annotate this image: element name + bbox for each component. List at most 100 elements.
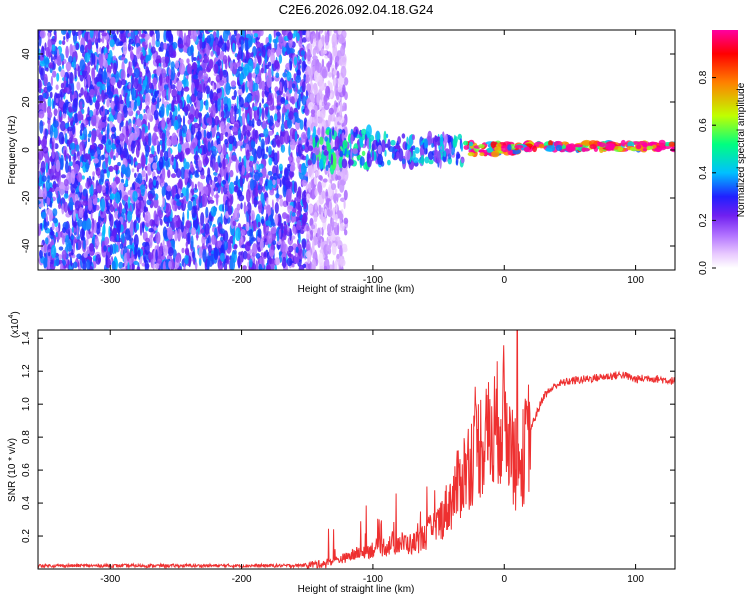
spectrogram-cell	[96, 81, 103, 87]
spectrogram-cell	[61, 203, 65, 215]
spectrogram-cell	[156, 67, 162, 76]
spectrogram-cell	[76, 225, 79, 238]
spectrogram-cell	[179, 62, 186, 75]
spectrogram-cell	[206, 35, 211, 44]
spectrogram-cell	[163, 84, 169, 90]
spectrogram-cell	[127, 262, 130, 270]
spectrogram-cell	[312, 137, 316, 149]
spectrogram-cell	[61, 40, 66, 46]
spectrogram-cell	[279, 198, 284, 207]
spectrogram-cell	[58, 40, 62, 45]
spectrogram-cell	[296, 210, 302, 217]
spectrogram-cell	[275, 164, 279, 177]
spectrogram-cell	[170, 258, 174, 270]
spectrogram-cell	[87, 137, 90, 143]
spectrogram-cell	[194, 87, 197, 98]
spectrogram-cell	[256, 119, 262, 127]
spectrogram-cell	[133, 234, 139, 248]
spectrogram-cell	[142, 49, 146, 57]
spectrogram-cell	[252, 128, 256, 142]
spectrogram-cell	[198, 70, 204, 82]
spectrogram-cell	[99, 30, 105, 33]
spectrogram-cell	[275, 72, 280, 79]
spectrogram-cell	[51, 222, 55, 231]
spectrogram-cell	[258, 263, 263, 270]
spectrogram-cell	[40, 139, 46, 147]
spectrogram-cell	[45, 67, 49, 72]
spectrogram-cell	[58, 131, 65, 145]
spectrogram-cell	[293, 181, 298, 194]
spectrogram-cell	[387, 138, 391, 151]
spectrogram-cell	[215, 182, 220, 188]
spectrogram-cell	[83, 210, 88, 221]
spectrogram-cell	[174, 154, 180, 159]
spectrogram-cell	[211, 145, 217, 152]
spectrogram-cell	[80, 87, 84, 96]
spectrogram-cell	[319, 136, 324, 145]
spectrogram-cell	[201, 243, 205, 251]
spectrogram-cell	[249, 233, 254, 245]
spectrogram-cell	[307, 164, 314, 176]
spectrogram-cell	[264, 238, 267, 243]
spectrogram-cell	[141, 189, 145, 197]
spectrogram-cell	[276, 139, 281, 147]
spectrogram-cell	[208, 106, 212, 113]
spectrogram-cell	[183, 74, 187, 88]
spectrogram-cell	[91, 130, 97, 136]
spectrogram-cell	[128, 38, 135, 45]
spectrogram-cell	[69, 197, 74, 211]
spectrogram-cell	[72, 56, 77, 71]
spectrogram-cell	[260, 252, 264, 257]
spectrogram-cell	[77, 110, 83, 122]
spectrogram-cell	[63, 74, 66, 89]
spectrogram-cell	[203, 143, 208, 155]
spectrogram-cell	[112, 62, 117, 75]
spectrogram-cell	[131, 168, 135, 173]
spectrogram-cell	[228, 181, 235, 195]
spectrogram-cell	[224, 131, 229, 137]
spectrogram-cell	[313, 82, 318, 95]
spectrogram-cell	[254, 66, 260, 75]
spectrogram-cell	[122, 262, 125, 268]
spectrogram-cell	[257, 106, 260, 117]
spectrogram-cell	[323, 265, 328, 270]
spectrogram-cell	[310, 62, 313, 76]
spectrogram-cell	[236, 61, 241, 68]
spectrogram-cell	[238, 194, 245, 202]
spectrogram-cell	[86, 218, 92, 232]
snr-y-tick-label: 1.4	[21, 331, 32, 345]
spectrogram-cell	[222, 230, 229, 243]
spectrogram-cell	[201, 235, 206, 246]
colorbar-tick-label: 0.4	[698, 165, 709, 179]
spectrogram-cell	[256, 145, 262, 159]
spectrogram-cell	[177, 178, 183, 191]
spectrogram-cell	[106, 98, 110, 108]
spectrogram-cell	[323, 150, 329, 156]
spectrogram-cell	[179, 153, 183, 162]
spectrogram-cell	[381, 139, 386, 153]
spectrogram-cell	[190, 235, 194, 250]
spectrogram-cell	[59, 120, 66, 132]
spectrogram-cell	[350, 134, 354, 145]
spectrogram-cell	[297, 188, 301, 200]
spectrogram-cell	[401, 158, 406, 165]
spectrogram-cell	[269, 37, 272, 43]
spectrogram-cell	[300, 50, 306, 56]
spectrogram-cell	[319, 80, 325, 92]
spectrogram-cell	[278, 251, 282, 256]
spectrogram-cell	[236, 53, 240, 61]
spectrogram-cell	[207, 141, 211, 153]
spectrogram-cell	[217, 98, 222, 112]
spectrogram-cell	[255, 253, 261, 259]
spectrogram-cell	[342, 84, 346, 97]
spectrogram-cell	[314, 136, 319, 144]
spectrogram-cell	[51, 44, 56, 52]
spectrogram-cell	[334, 221, 337, 228]
spectrogram-cell	[294, 253, 300, 264]
spectrogram-cell	[38, 55, 41, 60]
spectrogram-cell	[184, 254, 190, 265]
spectrogram-cell	[71, 61, 74, 68]
spectrogram-cell	[340, 255, 343, 268]
spectrogram-cell	[290, 48, 295, 54]
spectrogram-cell	[134, 244, 138, 257]
